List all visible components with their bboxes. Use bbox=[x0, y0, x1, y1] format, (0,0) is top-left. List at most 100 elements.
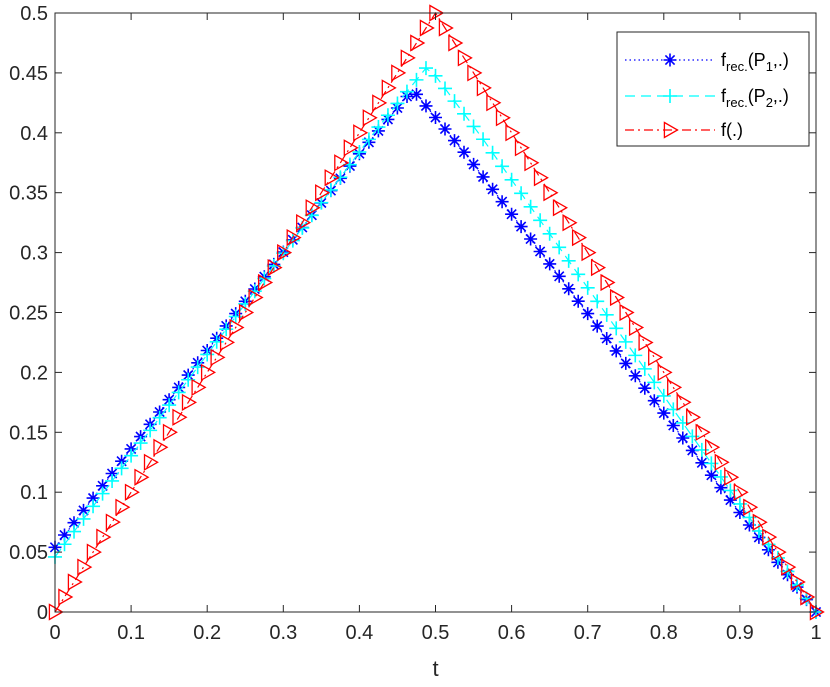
data-point bbox=[448, 34, 464, 52]
data-point bbox=[590, 319, 604, 333]
data-point bbox=[315, 184, 331, 202]
data-point bbox=[685, 429, 700, 444]
data-point bbox=[67, 516, 81, 530]
data-point bbox=[514, 220, 528, 234]
data-point bbox=[286, 228, 302, 247]
data-point bbox=[486, 182, 500, 196]
x-tick-label: 0.4 bbox=[345, 622, 373, 644]
data-point bbox=[590, 294, 605, 309]
data-point bbox=[410, 34, 426, 52]
x-tick-label: 0.2 bbox=[193, 622, 221, 644]
data-point bbox=[628, 348, 643, 363]
data-point bbox=[134, 468, 150, 486]
data-point bbox=[580, 280, 595, 295]
y-tick-label: 0.25 bbox=[9, 303, 48, 325]
data-point bbox=[663, 121, 679, 139]
data-point bbox=[486, 94, 502, 112]
legend-item: frec.(P1,.) bbox=[625, 50, 789, 74]
y-tick-label: 0.2 bbox=[20, 362, 48, 384]
data-point bbox=[219, 322, 234, 337]
data-point bbox=[609, 288, 626, 307]
data-point bbox=[105, 473, 120, 488]
data-point bbox=[723, 493, 737, 507]
data-point bbox=[495, 195, 509, 209]
data-point bbox=[599, 307, 614, 322]
data-point bbox=[552, 199, 569, 217]
data-point bbox=[96, 479, 110, 493]
data-point bbox=[695, 456, 709, 470]
data-point bbox=[191, 378, 207, 397]
data-point bbox=[448, 134, 461, 148]
axis-ticks: 0 0.1 0.2 0.3 0.4 0.5 0.6 0.7 0.8 0.9 1 0 0.05 0.1 0.1… bbox=[9, 3, 822, 644]
data-point bbox=[296, 213, 312, 232]
data-point bbox=[228, 309, 243, 324]
y-tick-label: 0.15 bbox=[9, 422, 48, 444]
data-point bbox=[609, 344, 623, 358]
data-point bbox=[76, 511, 91, 526]
data-point bbox=[714, 453, 730, 471]
data-point bbox=[571, 267, 586, 282]
series-line bbox=[54, 67, 817, 613]
y-tick-label: 0.05 bbox=[9, 542, 48, 564]
data-point bbox=[314, 195, 329, 210]
data-point bbox=[628, 318, 645, 337]
data-point bbox=[467, 64, 483, 82]
data-point bbox=[438, 19, 454, 37]
data-point bbox=[380, 108, 395, 123]
y-tick-label: 0.5 bbox=[20, 3, 48, 25]
data-point bbox=[143, 423, 158, 438]
y-tick-label: 0.3 bbox=[20, 243, 48, 265]
data-point bbox=[438, 122, 452, 136]
data-point bbox=[390, 96, 405, 111]
data-point bbox=[600, 332, 614, 345]
data-point bbox=[467, 157, 481, 171]
data-point bbox=[86, 491, 100, 505]
data-point bbox=[619, 356, 633, 370]
data-point bbox=[362, 109, 378, 127]
data-point bbox=[638, 381, 652, 395]
x-tick-label: 0.9 bbox=[726, 622, 754, 644]
x-tick-label: 0.5 bbox=[422, 622, 450, 644]
data-point bbox=[514, 139, 530, 157]
data-point bbox=[399, 84, 414, 99]
data-point bbox=[190, 360, 205, 375]
data-point bbox=[552, 240, 567, 255]
data-point bbox=[789, 577, 804, 592]
data-point bbox=[391, 64, 407, 82]
data-point bbox=[676, 393, 692, 411]
data-point bbox=[105, 513, 121, 531]
data-point bbox=[219, 333, 236, 352]
data-point bbox=[476, 170, 490, 184]
data-point bbox=[581, 307, 595, 321]
data-point bbox=[723, 483, 738, 498]
data-point bbox=[647, 394, 661, 408]
data-point bbox=[172, 408, 188, 426]
data-point bbox=[743, 498, 759, 516]
data-point bbox=[781, 558, 797, 576]
data-point bbox=[638, 333, 654, 352]
data-point bbox=[476, 79, 492, 97]
data-point bbox=[790, 573, 806, 591]
data-point bbox=[505, 124, 521, 142]
data-point bbox=[663, 53, 677, 67]
data-point bbox=[153, 438, 169, 456]
data-point bbox=[381, 79, 397, 97]
data-point bbox=[647, 375, 662, 390]
data-point bbox=[676, 431, 690, 445]
data-point bbox=[533, 213, 548, 228]
data-point bbox=[361, 132, 376, 147]
data-point bbox=[533, 245, 547, 258]
data-point bbox=[543, 184, 559, 202]
data-point bbox=[400, 49, 416, 67]
x-tick-label: 0.6 bbox=[498, 622, 526, 644]
data-point bbox=[162, 423, 178, 441]
legend-item: frec.(P2,.) bbox=[625, 86, 789, 110]
data-point bbox=[742, 518, 756, 532]
data-point bbox=[67, 524, 82, 539]
data-point bbox=[86, 499, 101, 514]
data-point bbox=[229, 318, 245, 337]
data-point bbox=[438, 81, 453, 96]
data-point bbox=[371, 120, 386, 135]
data-point bbox=[115, 498, 131, 516]
data-point bbox=[648, 348, 664, 367]
